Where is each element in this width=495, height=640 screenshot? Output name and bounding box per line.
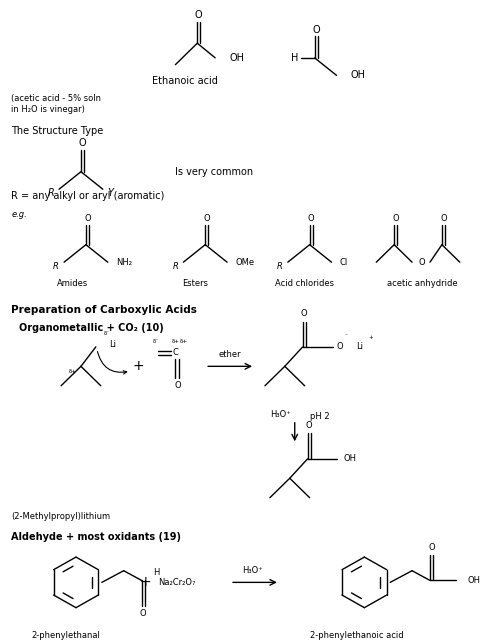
Text: C: C xyxy=(172,348,178,357)
Text: O: O xyxy=(308,214,314,223)
Text: O: O xyxy=(203,214,210,223)
Text: Amides: Amides xyxy=(57,279,89,288)
Text: R: R xyxy=(172,262,178,271)
Text: Esters: Esters xyxy=(182,279,208,288)
Text: δ⁻: δ⁻ xyxy=(152,339,158,344)
Text: O: O xyxy=(419,258,425,267)
Text: OH: OH xyxy=(350,70,365,81)
Text: H: H xyxy=(292,53,298,63)
Text: Acid chlorides: Acid chlorides xyxy=(275,279,334,288)
Text: Li: Li xyxy=(109,340,116,349)
Text: acetic anhydride: acetic anhydride xyxy=(387,279,457,288)
Text: +: + xyxy=(140,575,151,589)
Text: Is very common: Is very common xyxy=(175,166,253,177)
Text: O: O xyxy=(84,214,91,223)
Text: δ⁻: δ⁻ xyxy=(104,331,110,336)
Text: O: O xyxy=(440,214,446,223)
Text: O: O xyxy=(305,421,312,430)
Text: Organometallic + CO₂ (10): Organometallic + CO₂ (10) xyxy=(19,323,164,333)
Text: H₃O⁺: H₃O⁺ xyxy=(270,410,291,419)
Text: O: O xyxy=(428,543,435,552)
Text: H₃O⁺: H₃O⁺ xyxy=(242,566,263,575)
Text: O: O xyxy=(140,609,147,618)
Text: R: R xyxy=(48,188,54,198)
Text: Preparation of Carboxylic Acids: Preparation of Carboxylic Acids xyxy=(11,305,197,315)
Text: +: + xyxy=(133,359,145,373)
Text: O: O xyxy=(337,342,343,351)
Text: Li: Li xyxy=(356,342,363,351)
Text: δ+: δ+ xyxy=(69,369,77,374)
Text: ⁻: ⁻ xyxy=(345,335,348,340)
Text: 2-phenylethanoic acid: 2-phenylethanoic acid xyxy=(310,631,403,640)
Text: δ+: δ+ xyxy=(179,339,188,344)
Text: +: + xyxy=(368,335,373,340)
FancyArrowPatch shape xyxy=(98,351,127,374)
Text: (acetic acid - 5% soln: (acetic acid - 5% soln xyxy=(11,94,101,103)
Text: O: O xyxy=(393,214,399,223)
Text: 2-phenylethanal: 2-phenylethanal xyxy=(31,631,100,640)
Text: Cl: Cl xyxy=(340,258,347,267)
Text: R = any alkyl or aryl (aromatic): R = any alkyl or aryl (aromatic) xyxy=(11,191,165,201)
Text: OH: OH xyxy=(344,454,356,463)
Text: Ethanoic acid: Ethanoic acid xyxy=(152,76,218,86)
Text: in H₂O is vinegar): in H₂O is vinegar) xyxy=(11,104,85,113)
Text: R: R xyxy=(277,262,283,271)
Text: O: O xyxy=(312,24,320,35)
Text: pH 2: pH 2 xyxy=(310,412,329,421)
Text: Y: Y xyxy=(108,188,114,198)
Text: O: O xyxy=(300,309,307,318)
Text: OH: OH xyxy=(229,53,244,63)
Text: O: O xyxy=(174,381,181,390)
Text: O: O xyxy=(195,10,202,20)
Text: NH₂: NH₂ xyxy=(116,258,132,267)
Text: ether: ether xyxy=(219,350,242,359)
Text: (2-Methylpropyl)lithium: (2-Methylpropyl)lithium xyxy=(11,512,110,522)
Text: The Structure Type: The Structure Type xyxy=(11,126,103,136)
Text: H: H xyxy=(153,568,160,577)
Text: O: O xyxy=(79,138,86,148)
Text: Na₂Cr₂O₇: Na₂Cr₂O₇ xyxy=(158,578,196,587)
Text: R: R xyxy=(53,262,59,271)
Text: OMe: OMe xyxy=(235,258,254,267)
Text: e.g.: e.g. xyxy=(11,210,27,219)
Text: Aldehyde + most oxidants (19): Aldehyde + most oxidants (19) xyxy=(11,532,181,542)
Text: OH: OH xyxy=(468,576,481,585)
Text: δ+: δ+ xyxy=(171,339,180,344)
